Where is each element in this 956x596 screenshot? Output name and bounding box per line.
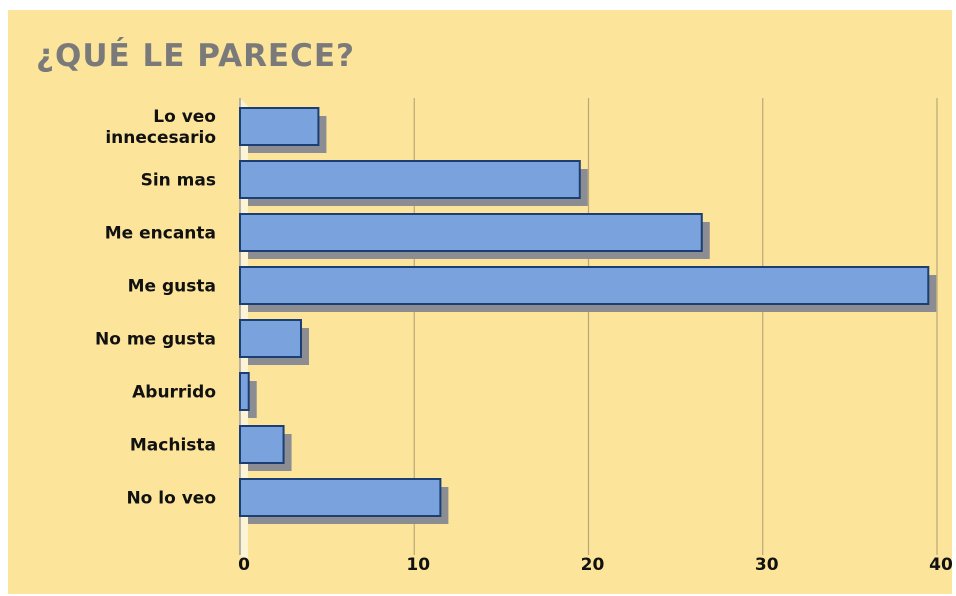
category-label: Sin mas <box>141 171 216 191</box>
category-label: Aburrido <box>132 383 216 403</box>
x-tick-label: 40 <box>929 555 952 575</box>
category-label: No me gusta <box>95 330 216 350</box>
category-label: No lo veo <box>126 489 216 509</box>
chart-panel: ¿QUÉ LE PARECE? Lo veo innecesario Sin mas… <box>8 10 952 594</box>
category-label: Me gusta <box>128 277 216 297</box>
tick-layer: 0 10 20 30 40 <box>238 555 952 575</box>
bar <box>239 160 581 199</box>
bar <box>239 425 285 464</box>
bar-shadow <box>248 381 257 418</box>
x-tick-label: 20 <box>581 555 605 575</box>
bar-layer <box>239 107 930 517</box>
category-label: Machista <box>130 436 216 456</box>
top-strip <box>0 0 956 8</box>
x-tick-label: 0 <box>238 555 250 575</box>
bar <box>239 478 442 517</box>
bar <box>239 372 250 411</box>
chart-title: ¿QUÉ LE PARECE? <box>36 38 356 74</box>
bar <box>239 107 320 146</box>
category-label: innecesario <box>105 128 216 148</box>
bar <box>239 266 930 305</box>
bar <box>239 213 703 252</box>
category-label: Lo veo <box>153 107 216 127</box>
category-label: Me encanta <box>105 224 216 244</box>
x-tick-label: 10 <box>406 555 430 575</box>
x-tick-label: 30 <box>755 555 779 575</box>
bar <box>239 319 302 358</box>
